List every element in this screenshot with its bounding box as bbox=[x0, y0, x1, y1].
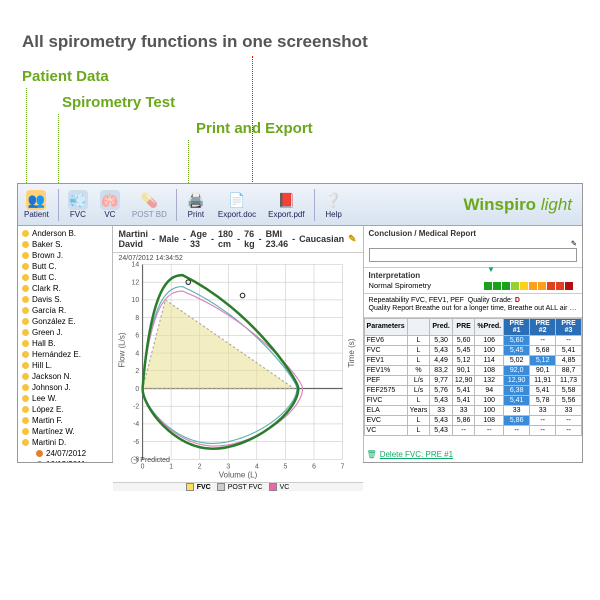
patient-header: Martini David - Male - Age 33 - 180 cm -… bbox=[113, 226, 363, 253]
patient-row[interactable]: Hill L. bbox=[18, 360, 112, 371]
patient-row[interactable]: Hall B. bbox=[18, 338, 112, 349]
chart-panel: Martini David - Male - Age 33 - 180 cm -… bbox=[113, 226, 364, 462]
patient-row[interactable]: Clark R. bbox=[18, 283, 112, 294]
patient-row[interactable]: Jackson N. bbox=[18, 371, 112, 382]
patient-row[interactable]: López E. bbox=[18, 404, 112, 415]
patient-row[interactable]: Davis S. bbox=[18, 294, 112, 305]
svg-text:0: 0 bbox=[135, 386, 139, 393]
svg-text:-6: -6 bbox=[133, 439, 139, 446]
flow-volume-chart: 01234567-8-6-4-202468101214Flow (L/s)Vol… bbox=[113, 253, 363, 482]
interpretation-scale bbox=[483, 282, 573, 290]
edit-icon[interactable]: ✎ bbox=[571, 239, 577, 248]
svg-text:6: 6 bbox=[312, 464, 316, 471]
svg-text:0: 0 bbox=[140, 464, 144, 471]
session-row[interactable]: 24/07/2012 bbox=[18, 448, 112, 459]
svg-text:4: 4 bbox=[254, 464, 258, 471]
svg-text:14: 14 bbox=[131, 262, 139, 269]
leader-line bbox=[58, 114, 59, 183]
svg-text:-4: -4 bbox=[133, 421, 139, 428]
conclusion-textarea[interactable] bbox=[369, 248, 577, 262]
patient-row[interactable]: Martínez W. bbox=[18, 426, 112, 437]
interpretation-value: Normal Spirometry bbox=[369, 281, 479, 290]
chart-legend: FVC POST FVC VC bbox=[113, 482, 363, 491]
postbd-button[interactable]: 💊POST BD bbox=[126, 188, 173, 221]
svg-text:2: 2 bbox=[135, 368, 139, 375]
predicted-label: ◯ Predicted bbox=[131, 456, 170, 464]
patient-row[interactable]: Lee W. bbox=[18, 393, 112, 404]
session-row[interactable]: 16/12/2011 bbox=[18, 459, 112, 462]
toolbar: 👥Patient 💨FVC 🫁VC 💊POST BD 🖨️Print 📄Expo… bbox=[18, 184, 582, 226]
brand-label: Winspiro light bbox=[464, 195, 573, 215]
svg-text:7: 7 bbox=[340, 464, 344, 471]
svg-text:2: 2 bbox=[197, 464, 201, 471]
patient-row[interactable]: Butt C. bbox=[18, 261, 112, 272]
application-window: 👥Patient 💨FVC 🫁VC 💊POST BD 🖨️Print 📄Expo… bbox=[17, 183, 583, 463]
patient-list[interactable]: Anderson B.Baker S.Brown J.Butt C.Butt C… bbox=[18, 226, 113, 462]
patient-row[interactable]: Martin F. bbox=[18, 415, 112, 426]
patient-row[interactable]: Martini D. bbox=[18, 437, 112, 448]
parameters-table: ParametersPred.PRE%Pred.PRE #1PRE #2PRE … bbox=[364, 318, 582, 436]
patient-row[interactable]: González E. bbox=[18, 316, 112, 327]
export-doc-button[interactable]: 📄Export.doc bbox=[212, 188, 262, 221]
edit-icon[interactable]: ✎ bbox=[348, 234, 356, 245]
patient-row[interactable]: Green J. bbox=[18, 327, 112, 338]
patient-row[interactable]: Hernández E. bbox=[18, 349, 112, 360]
svg-text:Volume (L): Volume (L) bbox=[218, 471, 257, 480]
patient-row[interactable]: Butt C. bbox=[18, 272, 112, 283]
patient-row[interactable]: García R. bbox=[18, 305, 112, 316]
annotation-print-export: Print and Export bbox=[196, 120, 313, 137]
patient-button[interactable]: 👥Patient bbox=[18, 188, 55, 221]
patient-row[interactable]: Johnson J. bbox=[18, 382, 112, 393]
svg-text:3: 3 bbox=[226, 464, 230, 471]
svg-text:Flow (L/s): Flow (L/s) bbox=[117, 332, 126, 368]
svg-text:10: 10 bbox=[131, 297, 139, 304]
annotation-patient-data: Patient Data bbox=[22, 68, 109, 85]
export-pdf-button[interactable]: 📕Export.pdf bbox=[262, 188, 310, 221]
svg-text:4: 4 bbox=[135, 350, 139, 357]
leader-line bbox=[188, 140, 189, 183]
quality-section: Repeatability FVC, FEV1, PEF Quality Gra… bbox=[364, 294, 582, 318]
svg-text:5: 5 bbox=[283, 464, 287, 471]
annotation-spirometry-test: Spirometry Test bbox=[62, 94, 175, 111]
print-button[interactable]: 🖨️Print bbox=[180, 188, 212, 221]
patient-row[interactable]: Baker S. bbox=[18, 239, 112, 250]
interpretation-label: Interpretation bbox=[369, 271, 577, 280]
patient-row[interactable]: Anderson B. bbox=[18, 228, 112, 239]
fvc-button[interactable]: 💨FVC bbox=[62, 188, 94, 221]
help-button[interactable]: ❔Help bbox=[318, 188, 350, 221]
svg-text:-2: -2 bbox=[133, 403, 139, 410]
svg-text:8: 8 bbox=[135, 315, 139, 322]
svg-text:Time (s): Time (s) bbox=[346, 338, 355, 367]
results-panel: Conclusion / Medical Report ✎ Interpreta… bbox=[364, 226, 582, 462]
patient-row[interactable]: Brown J. bbox=[18, 250, 112, 261]
svg-text:12: 12 bbox=[131, 279, 139, 286]
svg-text:6: 6 bbox=[135, 333, 139, 340]
leader-line bbox=[26, 88, 27, 183]
delete-fvc-link[interactable]: 🗑 Delete FVC: PRE #1 bbox=[364, 447, 582, 462]
svg-text:1: 1 bbox=[169, 464, 173, 471]
annotation-title: All spirometry functions in one screensh… bbox=[22, 32, 368, 52]
conclusion-label: Conclusion / Medical Report bbox=[369, 229, 577, 238]
chart-datetime: 24/07/2012 14:34:52 bbox=[119, 255, 183, 262]
vc-button[interactable]: 🫁VC bbox=[94, 188, 126, 221]
